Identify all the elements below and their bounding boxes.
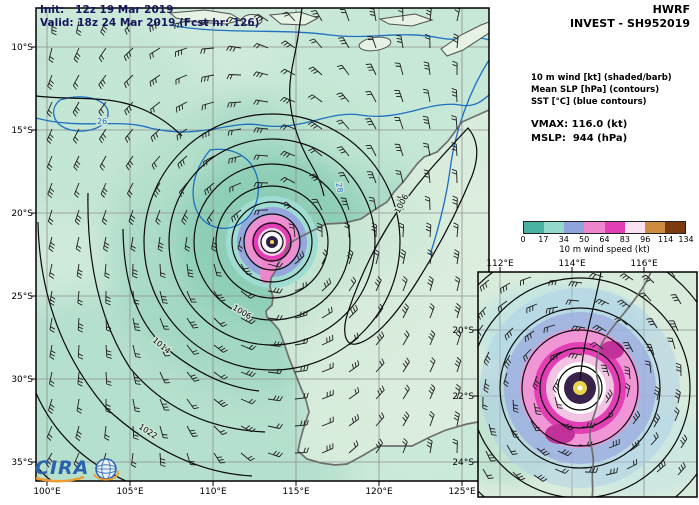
y-tick-label: 10°S <box>11 43 33 53</box>
valid-time-label: Valid: 18z 24 Mar 2019 (Fcst hr: 126) <box>40 17 260 29</box>
x-tick-label: 115°E <box>282 487 310 497</box>
storm-id: INVEST - SH952019 <box>569 17 690 30</box>
inset-y-tick-label: 22°S <box>452 392 474 402</box>
coastline <box>168 9 489 466</box>
colorbar-ticks: 0 17 34 50 64 83 96 114 134 <box>520 234 693 244</box>
legend-slp-line: Mean SLP [hPa] (contours) <box>531 85 660 95</box>
inset-storm-shading <box>480 288 680 488</box>
colorbar: 0 17 34 50 64 83 96 114 134 10 m wind sp… <box>520 221 694 255</box>
main-map: 1006 1006 1014 1022 26 28 <box>36 8 489 481</box>
x-tick-label: 100°E <box>33 487 61 497</box>
main-axis-labels: 100°E 105°E 110°E 115°E 120°E 125°E 10°S… <box>11 43 476 497</box>
y-tick-label: 20°S <box>11 209 33 219</box>
inset-x-tick-label: 112°E <box>486 259 514 269</box>
init-time-label: Init: 12z 19 Mar 2019 <box>40 4 174 16</box>
sst-label: 26 <box>97 117 107 126</box>
legend-wind-line: 10 m wind [kt] (shaded/barb) <box>531 73 672 83</box>
colorbar-tick: 34 <box>558 235 569 244</box>
inset-x-tick-label: 116°E <box>630 259 658 269</box>
wind-barbs-main <box>45 8 462 468</box>
x-tick-label: 110°E <box>199 487 227 497</box>
inset-slp-contours <box>478 272 697 497</box>
cira-logo-text: CIRA <box>35 457 89 479</box>
slp-contours <box>36 8 478 481</box>
colorbar-tick: 0 <box>520 235 526 244</box>
colorbar-tick: 114 <box>657 235 674 244</box>
inset-y-tick-label: 20°S <box>452 326 474 336</box>
sst-label: 28 <box>334 182 345 194</box>
main-axis-ticks <box>31 46 463 486</box>
islands-indonesia <box>168 9 489 57</box>
colorbar-tick: 83 <box>619 235 630 244</box>
inset-x-tick-label: 114°E <box>558 259 586 269</box>
inset-border <box>477 271 698 498</box>
mslp-value: MSLP: 944 (hPa) <box>531 133 628 144</box>
y-tick-label: 35°S <box>11 458 33 468</box>
model-name: HWRF <box>652 3 690 16</box>
colorbar-tick: 64 <box>599 235 610 244</box>
wind-barbs-inset <box>478 272 688 482</box>
colorbar-gradient <box>523 221 686 234</box>
y-tick-label: 15°S <box>11 126 33 136</box>
main-map-border <box>35 7 490 482</box>
y-tick-label: 25°S <box>11 292 33 302</box>
x-tick-label: 105°E <box>116 487 144 497</box>
colorbar-tick: 17 <box>538 235 549 244</box>
inset-axis-ticks <box>473 267 645 463</box>
globe-icon <box>93 458 120 481</box>
inset-axis-labels: 112°E 114°E 116°E 20°S 22°S 24°S <box>452 259 658 468</box>
colorbar-tick: 96 <box>640 235 651 244</box>
vmax-value: VMAX: 116.0 (kt) <box>531 119 628 130</box>
inset-map <box>478 272 697 497</box>
x-tick-label: 125°E <box>448 487 476 497</box>
cira-logo: CIRA <box>34 450 130 494</box>
inset-coastline <box>589 272 652 497</box>
cira-logo-graphic: CIRA <box>35 457 120 483</box>
x-tick-label: 120°E <box>365 487 393 497</box>
y-tick-label: 30°S <box>11 375 33 385</box>
legend-sst-line: SST [°C] (blue contours) <box>531 97 647 107</box>
inset-y-tick-label: 24°S <box>452 458 474 468</box>
logo-swoosh <box>35 475 85 483</box>
colorbar-title: 10 m wind speed (kt) <box>559 245 650 255</box>
colorbar-tick: 50 <box>579 235 590 244</box>
colorbar-tick: 134 <box>678 235 694 244</box>
